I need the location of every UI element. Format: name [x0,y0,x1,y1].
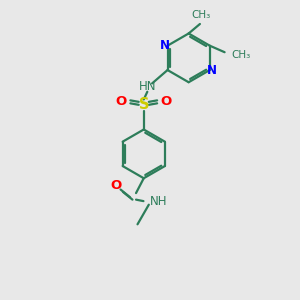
Text: S: S [139,97,149,112]
Text: CH₃: CH₃ [191,10,211,20]
Text: O: O [160,95,172,108]
Text: CH₃: CH₃ [231,50,250,60]
Text: O: O [111,179,122,192]
Text: O: O [116,95,127,108]
Text: N: N [160,39,170,52]
Text: HN: HN [139,80,156,93]
Text: NH: NH [150,195,168,208]
Text: N: N [207,64,217,77]
